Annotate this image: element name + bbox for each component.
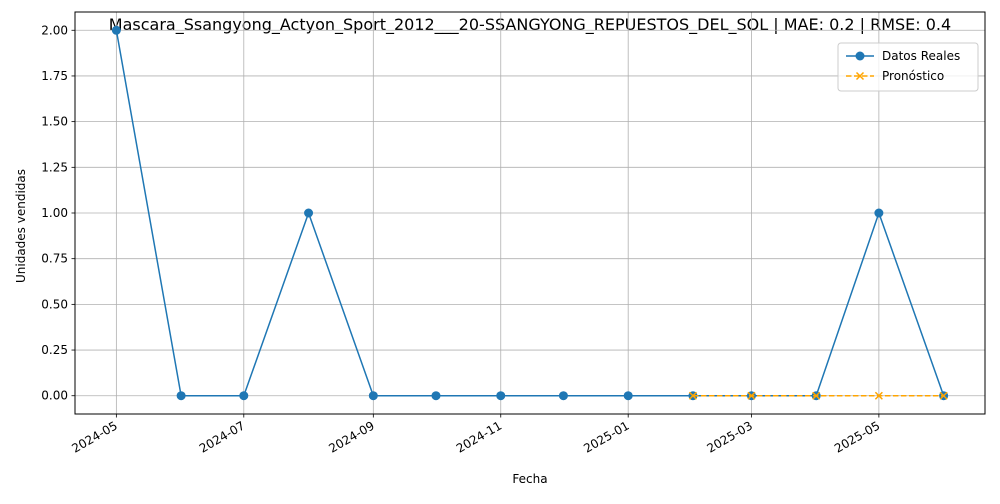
x-axis: 2024-05 2024-07 2024-09 2024-11 2025-01 2025-… xyxy=(69,414,882,456)
series-layer xyxy=(111,25,949,401)
chart-title: Mascara_Ssangyong_Actyon_Sport_2012___20… xyxy=(109,15,951,35)
data-point xyxy=(874,391,883,400)
data-point xyxy=(939,391,948,400)
data-point xyxy=(111,25,121,35)
legend-label-pronostico: Pronóstico xyxy=(882,69,944,83)
legend: Datos Reales Pronóstico xyxy=(837,42,979,92)
legend-label-datos-reales: Datos Reales xyxy=(882,49,960,63)
y-tick-label: 0.25 xyxy=(41,343,68,357)
y-tick-label: 0.00 xyxy=(41,389,68,403)
x-tick-label: 2024-09 xyxy=(326,418,376,455)
y-axis: 0.00 0.25 0.50 0.75 1.00 1.25 1.50 1.75 2.00 xyxy=(41,23,75,403)
x-tick-label: 2025-01 xyxy=(581,418,631,455)
y-tick-label: 1.25 xyxy=(41,160,68,174)
data-point xyxy=(431,391,441,401)
x-tick-label: 2024-07 xyxy=(197,418,247,455)
x-tick-label: 2025-05 xyxy=(832,418,882,455)
data-point xyxy=(239,391,249,401)
x-axis-label: Fecha xyxy=(512,472,547,486)
data-point xyxy=(558,391,568,401)
y-tick-label: 1.00 xyxy=(41,206,68,220)
data-point xyxy=(623,391,633,401)
y-axis-label: Unidades vendidas xyxy=(14,169,28,283)
data-point xyxy=(874,208,884,218)
legend-marker-datos-reales xyxy=(855,51,865,61)
y-tick-label: 0.50 xyxy=(41,297,68,311)
legend-box xyxy=(837,42,979,92)
y-tick-label: 2.00 xyxy=(41,23,68,37)
y-tick-label: 1.75 xyxy=(41,69,68,83)
y-tick-label: 1.50 xyxy=(41,115,68,129)
data-point xyxy=(176,391,186,401)
data-point xyxy=(688,391,697,400)
x-tick-label: 2025-03 xyxy=(705,418,755,455)
data-point xyxy=(368,391,378,401)
x-tick-label: 2024-11 xyxy=(454,418,504,455)
data-point xyxy=(304,208,314,218)
series-pronostico xyxy=(688,391,948,400)
data-point xyxy=(812,391,821,400)
grid xyxy=(75,12,985,414)
data-point xyxy=(747,391,756,400)
x-tick-label: 2024-05 xyxy=(69,418,119,455)
y-tick-label: 0.75 xyxy=(41,252,68,266)
legend-marker-pronostico xyxy=(855,71,865,81)
data-point xyxy=(496,391,506,401)
